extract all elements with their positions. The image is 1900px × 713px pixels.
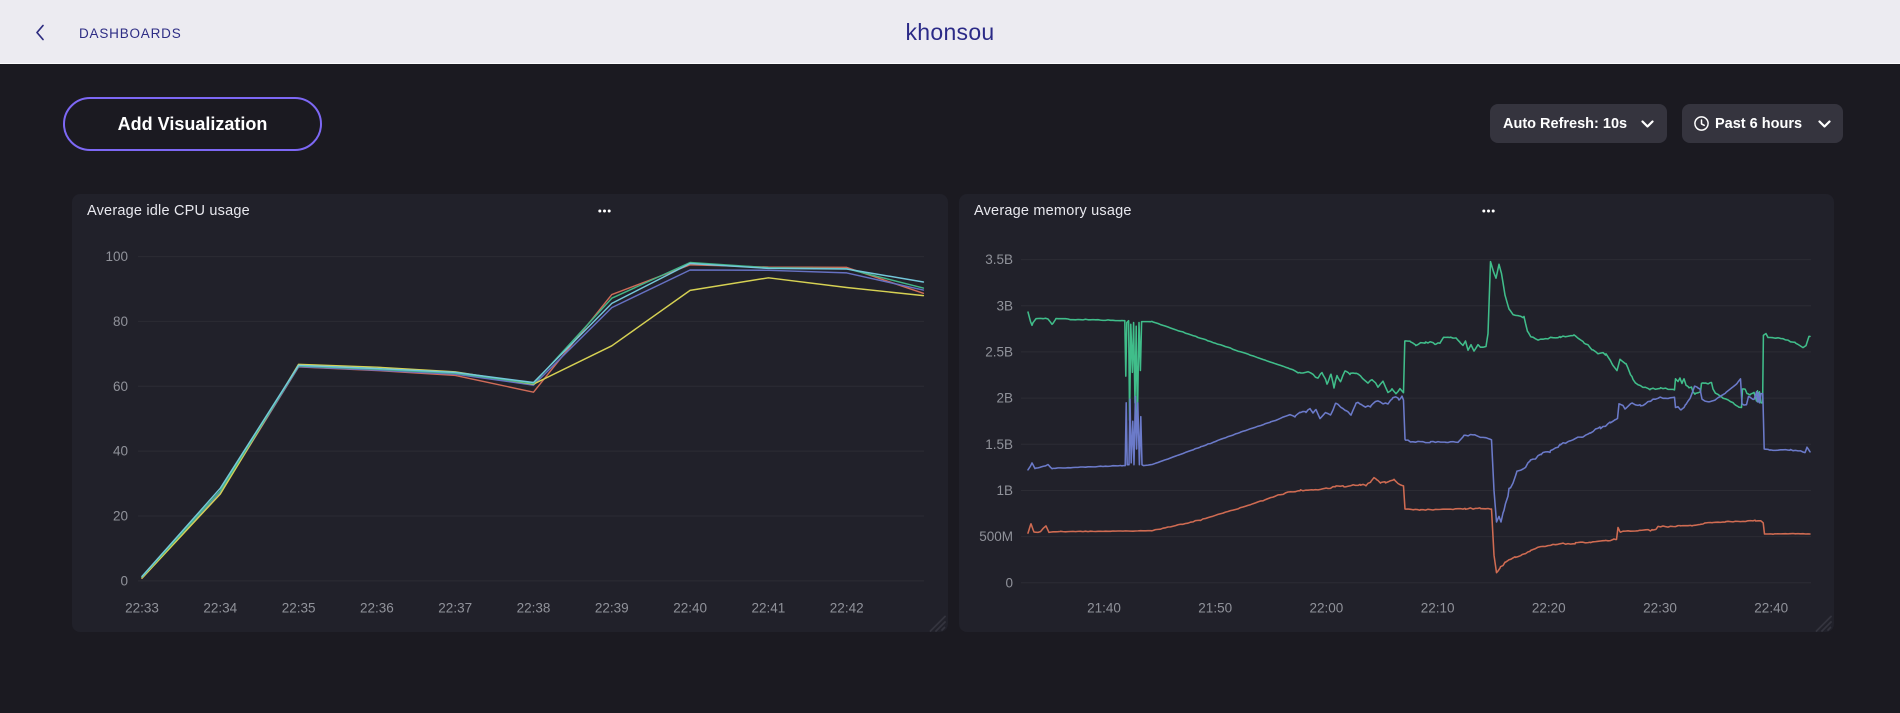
- svg-text:22:38: 22:38: [517, 601, 551, 616]
- svg-text:1.5B: 1.5B: [985, 437, 1013, 452]
- svg-text:22:35: 22:35: [282, 601, 316, 616]
- svg-text:22:30: 22:30: [1643, 601, 1677, 616]
- svg-text:2.5B: 2.5B: [985, 344, 1013, 359]
- svg-text:22:39: 22:39: [595, 601, 629, 616]
- svg-text:2B: 2B: [996, 391, 1013, 406]
- svg-text:3B: 3B: [996, 298, 1013, 313]
- svg-text:21:40: 21:40: [1087, 601, 1121, 616]
- svg-text:22:40: 22:40: [673, 601, 707, 616]
- svg-text:1B: 1B: [996, 483, 1013, 498]
- svg-text:22:34: 22:34: [203, 601, 237, 616]
- svg-text:80: 80: [113, 314, 128, 329]
- svg-text:22:36: 22:36: [360, 601, 394, 616]
- svg-text:22:41: 22:41: [752, 601, 786, 616]
- svg-text:22:42: 22:42: [830, 601, 864, 616]
- svg-text:500M: 500M: [979, 529, 1013, 544]
- svg-text:22:37: 22:37: [438, 601, 472, 616]
- svg-text:100: 100: [105, 249, 128, 264]
- svg-text:0: 0: [1005, 575, 1013, 590]
- svg-text:22:20: 22:20: [1532, 601, 1566, 616]
- svg-text:22:33: 22:33: [125, 601, 159, 616]
- svg-text:22:00: 22:00: [1310, 601, 1344, 616]
- svg-text:60: 60: [113, 379, 128, 394]
- svg-text:22:40: 22:40: [1754, 601, 1788, 616]
- svg-text:21:50: 21:50: [1198, 601, 1232, 616]
- svg-text:40: 40: [113, 444, 128, 459]
- svg-text:3.5B: 3.5B: [985, 252, 1013, 267]
- svg-text:20: 20: [113, 509, 128, 524]
- svg-text:0: 0: [120, 573, 128, 588]
- svg-text:22:10: 22:10: [1421, 601, 1455, 616]
